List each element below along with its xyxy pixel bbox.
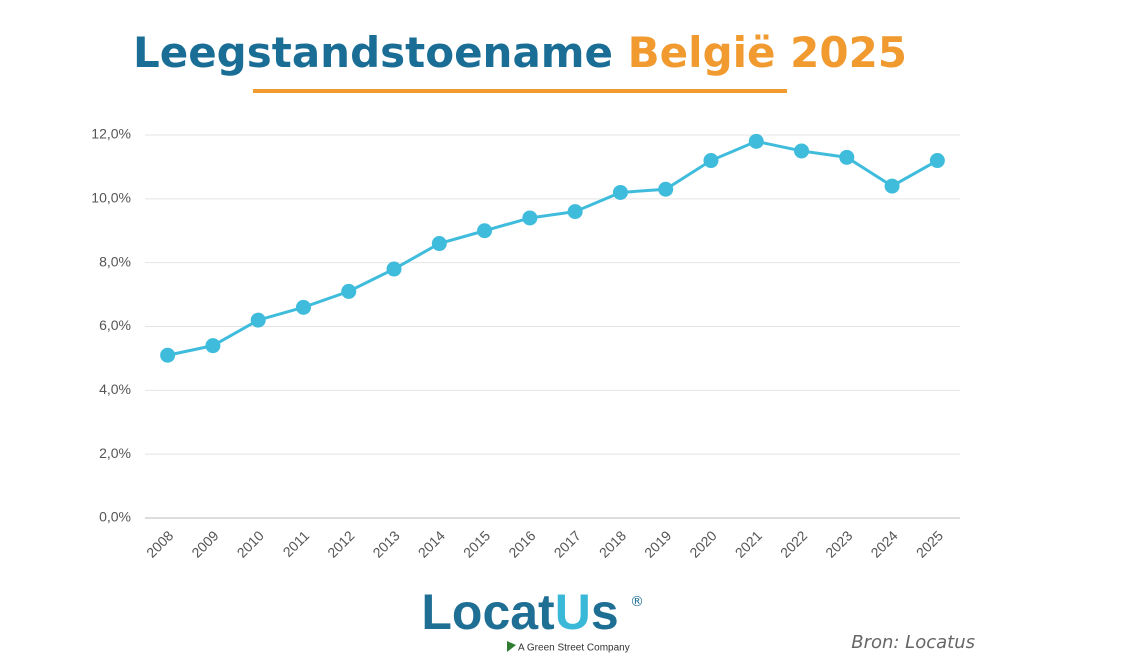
logo-mark: ® [630,594,644,610]
x-tick-label: 2017 [551,527,584,560]
tagline: A Green Street Company [518,643,630,654]
point [250,312,266,328]
x-tick-label: 2020 [686,527,719,560]
point [658,181,674,197]
point [341,283,357,299]
x-tick-label: 2009 [188,527,221,560]
logo-part: s [591,584,619,640]
chart-title: Leegstandstoename België 2025 [133,28,907,77]
logo-part: Locat [421,584,555,640]
x-tick-label: 2010 [234,527,267,560]
point [703,153,719,169]
x-tick-label: 2013 [369,527,402,560]
x-tick-label: 2016 [505,527,538,560]
point [567,204,583,220]
y-tick-label: 10,0% [91,190,131,206]
x-tick-label: 2023 [822,527,855,560]
title-accent: België 2025 [628,28,907,77]
y-tick-label: 0,0% [99,509,131,525]
x-tick-label: 2022 [777,527,810,560]
point [884,178,900,194]
x-tick-label: 2014 [415,527,448,560]
x-tick-label: 2008 [143,527,176,560]
x-tick-label: 2011 [280,527,313,560]
point [522,210,538,226]
point [205,338,221,354]
point [929,153,945,169]
point [839,149,855,165]
point [431,236,447,252]
y-tick-label: 6,0% [99,317,131,333]
point [386,261,402,277]
point [794,143,810,159]
y-tick-label: 8,0% [99,253,131,269]
title-main: Leegstandstoename [133,28,613,77]
x-tick-label: 2018 [596,527,629,560]
line [167,139,939,357]
point [160,347,176,363]
x-tick-label: 2021 [732,527,765,560]
x-tick-label: 2015 [460,527,493,560]
logo-icon [507,641,516,652]
logo-part: U [555,584,591,640]
point [295,299,311,315]
logo: LocatUs [421,584,618,640]
x-tick-label: 2025 [913,527,946,560]
x-tick-label: 2024 [867,527,900,560]
y-tick-label: 2,0% [99,445,131,461]
source: Bron: Locatus [851,632,975,653]
point [612,184,628,200]
point [748,133,764,149]
y-tick-label: 12,0% [91,126,131,142]
y-tick-label: 4,0% [99,381,131,397]
x-tick-label: 2019 [641,527,674,560]
point [477,223,493,239]
x-tick-label: 2012 [324,527,357,560]
